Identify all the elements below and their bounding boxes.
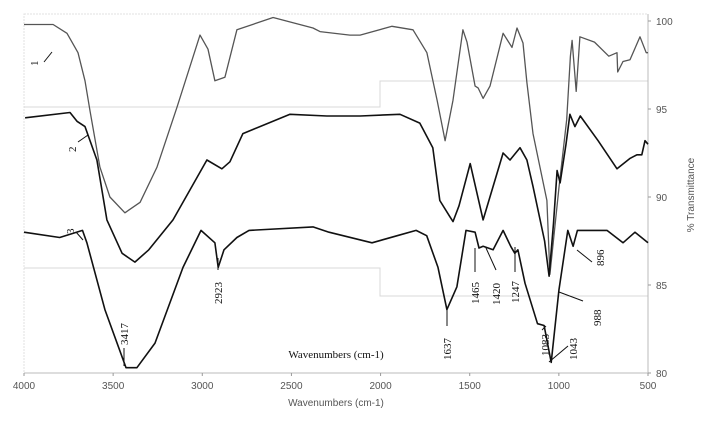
curve-3-leader — [75, 231, 84, 241]
peak-label-3417: 3417 — [119, 323, 131, 346]
curve-label-3: 3 — [65, 228, 77, 234]
y-tick-label: 95 — [656, 105, 668, 116]
x-tick-label: 2500 — [280, 381, 303, 392]
peak-1043-leader — [548, 345, 569, 363]
spectrum-line-1 — [24, 16, 648, 276]
curve-label-1: 1 — [29, 61, 41, 67]
peak-label-988: 988 — [592, 309, 604, 326]
y-ticks: 100 95 90 85 80 — [648, 17, 673, 380]
curve-1-leader — [43, 51, 53, 63]
peak-annotations: 3417 2923 1637 1465 1420 1247 1083 1043 … — [119, 247, 607, 366]
curve-label-2: 2 — [67, 147, 79, 153]
peak-label-2923: 2923 — [213, 282, 225, 305]
y-tick-label: 85 — [656, 281, 668, 292]
y-tick-label: 100 — [656, 17, 673, 28]
x-ticks: 4000 3500 3000 2500 2000 1500 1000 500 — [13, 373, 657, 392]
peak-label-1247: 1247 — [510, 281, 522, 304]
peak-label-1043: 1043 — [568, 338, 580, 361]
spectra — [23, 16, 649, 369]
peak-label-1083: 1083 — [540, 334, 552, 357]
curve-2-leader — [77, 134, 89, 143]
x-axis-title: Wavenumbers (cm-1) — [288, 398, 384, 409]
x-tick-label: 1000 — [548, 381, 571, 392]
peak-1083-leader — [541, 325, 547, 331]
peak-label-896: 896 — [595, 249, 607, 266]
x-tick-label: 4000 — [13, 381, 36, 392]
peak-896-leader — [576, 249, 593, 263]
peak-label-1637: 1637 — [442, 338, 454, 361]
plot-frame — [23, 13, 649, 374]
inner-x-axis-title: Wavenumbers (cm-1) — [288, 349, 384, 361]
x-tick-label: 3500 — [102, 381, 125, 392]
x-tick-label: 500 — [640, 381, 657, 392]
y-axis-title: % Transmittance — [686, 157, 697, 232]
spectrum-line-3 — [23, 226, 649, 369]
spectrum-line-2 — [25, 111, 649, 278]
x-tick-label: 2000 — [369, 381, 392, 392]
peak-label-1420: 1420 — [491, 283, 503, 306]
peak-1420-leader — [485, 247, 497, 271]
x-tick-label: 3000 — [191, 381, 214, 392]
curve-labels: 1 2 3 — [29, 51, 89, 241]
y-tick-label: 90 — [656, 193, 668, 204]
peak-label-1465: 1465 — [470, 282, 482, 305]
x-tick-label: 1500 — [459, 381, 482, 392]
peak-988-leader — [558, 291, 584, 302]
y-tick-label: 80 — [656, 369, 668, 380]
